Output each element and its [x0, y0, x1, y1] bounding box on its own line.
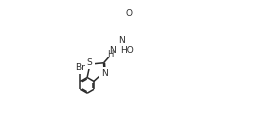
Text: H: H: [108, 50, 114, 59]
Text: N: N: [109, 46, 116, 55]
Text: N: N: [101, 69, 108, 78]
Text: O: O: [125, 9, 132, 18]
Text: S: S: [87, 58, 92, 67]
Text: HO: HO: [121, 46, 134, 55]
Text: Br: Br: [75, 63, 85, 72]
Text: N: N: [118, 36, 125, 45]
